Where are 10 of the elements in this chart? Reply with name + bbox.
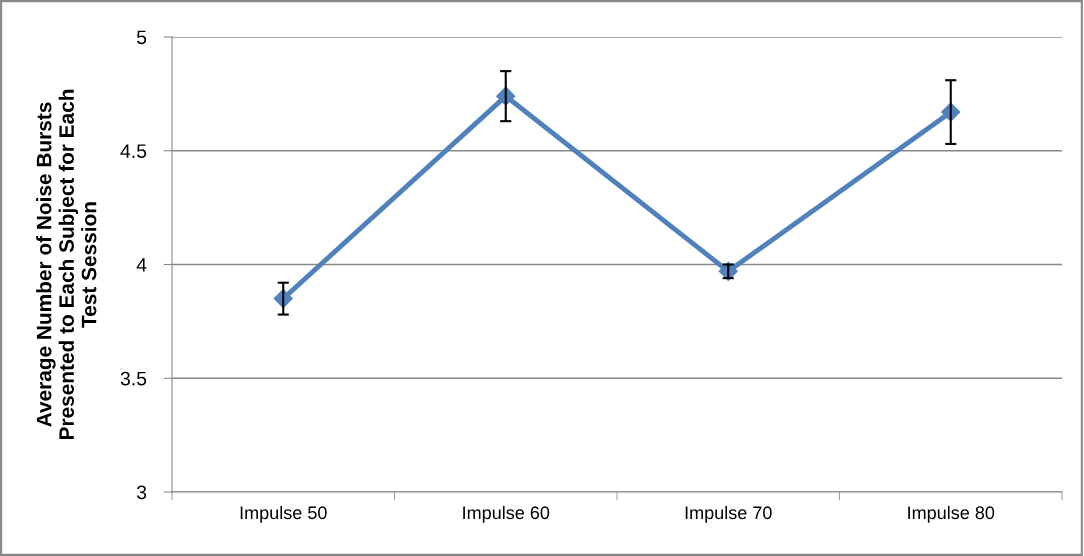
x-tick-label: Impulse 80 (908, 505, 995, 523)
y-tick-label: 3.5 (120, 371, 147, 386)
x-tick-label: Impulse 70 (685, 505, 772, 523)
x-tick-label: Impulse 50 (240, 505, 327, 523)
y-tick-label: 4 (136, 258, 147, 272)
x-tick-label: Impulse 60 (463, 505, 550, 523)
y-tick-label: 3 (136, 485, 147, 500)
y-axis-title: Average Number of Noise Bursts Presented to Each Subject for Each Test Session (36, 89, 97, 440)
y-tick-label: 5 (136, 30, 147, 45)
y-tick-label: 4.5 (120, 144, 147, 158)
